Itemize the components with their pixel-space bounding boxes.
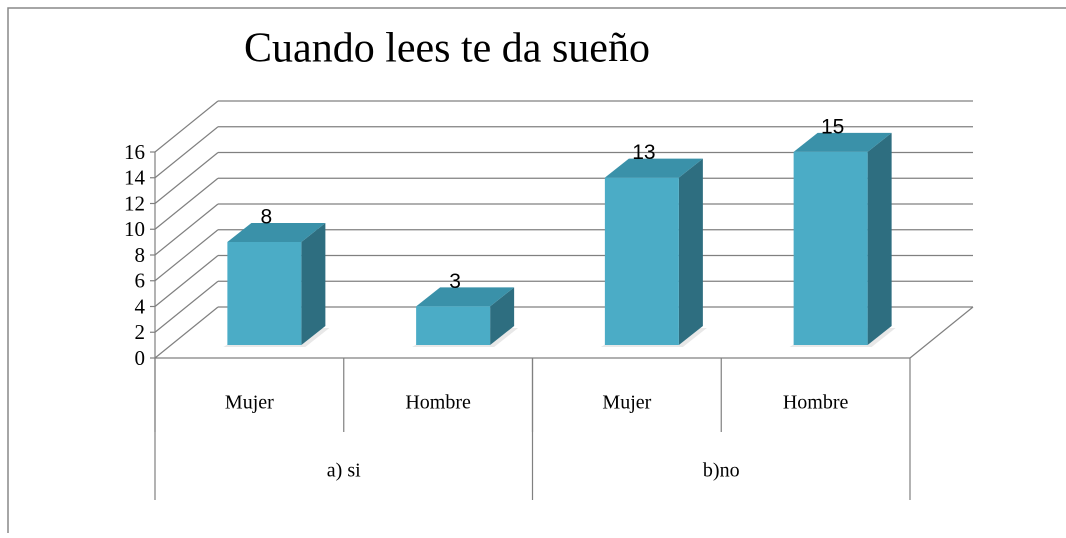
floor-right bbox=[909, 306, 974, 359]
y-tick-label: 10 bbox=[124, 217, 145, 241]
chart-title: Cuando lees te da sueño bbox=[244, 26, 650, 72]
bar-side bbox=[678, 158, 703, 345]
x-tick-label: Hombre bbox=[783, 392, 849, 414]
bar-side bbox=[301, 223, 326, 345]
y-tick-label: 4 bbox=[135, 294, 146, 318]
grid-line bbox=[154, 255, 219, 307]
bar-top bbox=[416, 287, 515, 307]
bar bbox=[604, 177, 679, 345]
grid-line bbox=[154, 229, 219, 282]
grid-line bbox=[154, 126, 219, 179]
y-tick-label: 6 bbox=[135, 269, 146, 293]
grid-line bbox=[154, 203, 219, 256]
grid-line bbox=[154, 177, 219, 230]
value-label: 3 bbox=[449, 270, 461, 293]
grid-line bbox=[154, 152, 219, 204]
x-tick-label: Mujer bbox=[225, 392, 274, 414]
bar-top bbox=[793, 132, 892, 152]
y-tick-label: 2 bbox=[135, 320, 146, 344]
grid-line bbox=[154, 306, 219, 359]
grid-line bbox=[154, 280, 219, 333]
bar bbox=[416, 306, 491, 345]
grid-line bbox=[154, 100, 219, 153]
y-tick-label: 16 bbox=[124, 140, 145, 164]
value-label: 8 bbox=[261, 206, 273, 229]
bar bbox=[227, 242, 302, 345]
x-tick-label: Mujer bbox=[602, 392, 651, 414]
bar-side bbox=[490, 287, 515, 345]
y-tick-label: 12 bbox=[124, 191, 145, 215]
group-label: b)no bbox=[703, 460, 740, 482]
bar-top bbox=[227, 223, 326, 242]
chart-frame bbox=[7, 7, 1066, 538]
bar-side bbox=[867, 132, 892, 345]
y-tick-label: 14 bbox=[124, 166, 146, 190]
value-label: 15 bbox=[821, 115, 844, 138]
value-label: 13 bbox=[632, 141, 655, 164]
group-label: a) si bbox=[327, 460, 361, 482]
bar-top bbox=[604, 158, 703, 178]
y-tick-label: 8 bbox=[135, 243, 146, 267]
bar bbox=[793, 151, 868, 345]
x-tick-label: Hombre bbox=[405, 392, 471, 414]
y-tick-label: 0 bbox=[135, 346, 146, 370]
